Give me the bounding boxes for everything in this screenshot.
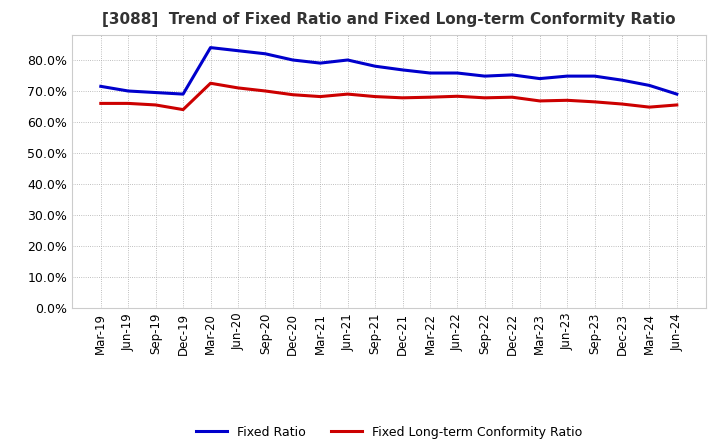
Title: [3088]  Trend of Fixed Ratio and Fixed Long-term Conformity Ratio: [3088] Trend of Fixed Ratio and Fixed Lo… — [102, 12, 675, 27]
Fixed Long-term Conformity Ratio — [206, 81, 215, 86]
Fixed Long-term Conformity Ratio — [316, 94, 325, 99]
Fixed Long-term Conformity Ratio — [563, 98, 572, 103]
Fixed Ratio — [563, 73, 572, 79]
Fixed Long-term Conformity Ratio — [508, 95, 516, 100]
Fixed Ratio — [536, 76, 544, 81]
Fixed Ratio — [672, 92, 681, 97]
Fixed Ratio — [398, 67, 407, 73]
Fixed Ratio — [590, 73, 599, 79]
Fixed Long-term Conformity Ratio — [672, 103, 681, 108]
Fixed Ratio — [233, 48, 242, 53]
Fixed Ratio — [426, 70, 434, 76]
Fixed Long-term Conformity Ratio — [261, 88, 270, 94]
Fixed Ratio — [371, 63, 379, 69]
Fixed Ratio — [645, 83, 654, 88]
Fixed Ratio — [453, 70, 462, 76]
Fixed Long-term Conformity Ratio — [590, 99, 599, 104]
Fixed Long-term Conformity Ratio — [289, 92, 297, 97]
Fixed Long-term Conformity Ratio — [124, 101, 132, 106]
Fixed Long-term Conformity Ratio — [618, 101, 626, 106]
Fixed Ratio — [96, 84, 105, 89]
Fixed Ratio — [618, 77, 626, 83]
Fixed Long-term Conformity Ratio — [426, 95, 434, 100]
Fixed Ratio — [206, 45, 215, 50]
Fixed Ratio — [508, 72, 516, 77]
Fixed Long-term Conformity Ratio — [151, 103, 160, 108]
Fixed Long-term Conformity Ratio — [536, 98, 544, 103]
Fixed Long-term Conformity Ratio — [398, 95, 407, 100]
Fixed Long-term Conformity Ratio — [371, 94, 379, 99]
Fixed Ratio — [151, 90, 160, 95]
Line: Fixed Long-term Conformity Ratio: Fixed Long-term Conformity Ratio — [101, 83, 677, 110]
Fixed Ratio — [124, 88, 132, 94]
Fixed Ratio — [343, 57, 352, 62]
Fixed Long-term Conformity Ratio — [453, 94, 462, 99]
Fixed Ratio — [480, 73, 489, 79]
Fixed Long-term Conformity Ratio — [179, 107, 187, 112]
Fixed Long-term Conformity Ratio — [480, 95, 489, 100]
Line: Fixed Ratio: Fixed Ratio — [101, 48, 677, 94]
Legend: Fixed Ratio, Fixed Long-term Conformity Ratio: Fixed Ratio, Fixed Long-term Conformity … — [191, 421, 587, 440]
Fixed Long-term Conformity Ratio — [343, 92, 352, 97]
Fixed Long-term Conformity Ratio — [645, 104, 654, 110]
Fixed Long-term Conformity Ratio — [233, 85, 242, 91]
Fixed Ratio — [261, 51, 270, 56]
Fixed Long-term Conformity Ratio — [96, 101, 105, 106]
Fixed Ratio — [289, 57, 297, 62]
Fixed Ratio — [316, 60, 325, 66]
Fixed Ratio — [179, 92, 187, 97]
